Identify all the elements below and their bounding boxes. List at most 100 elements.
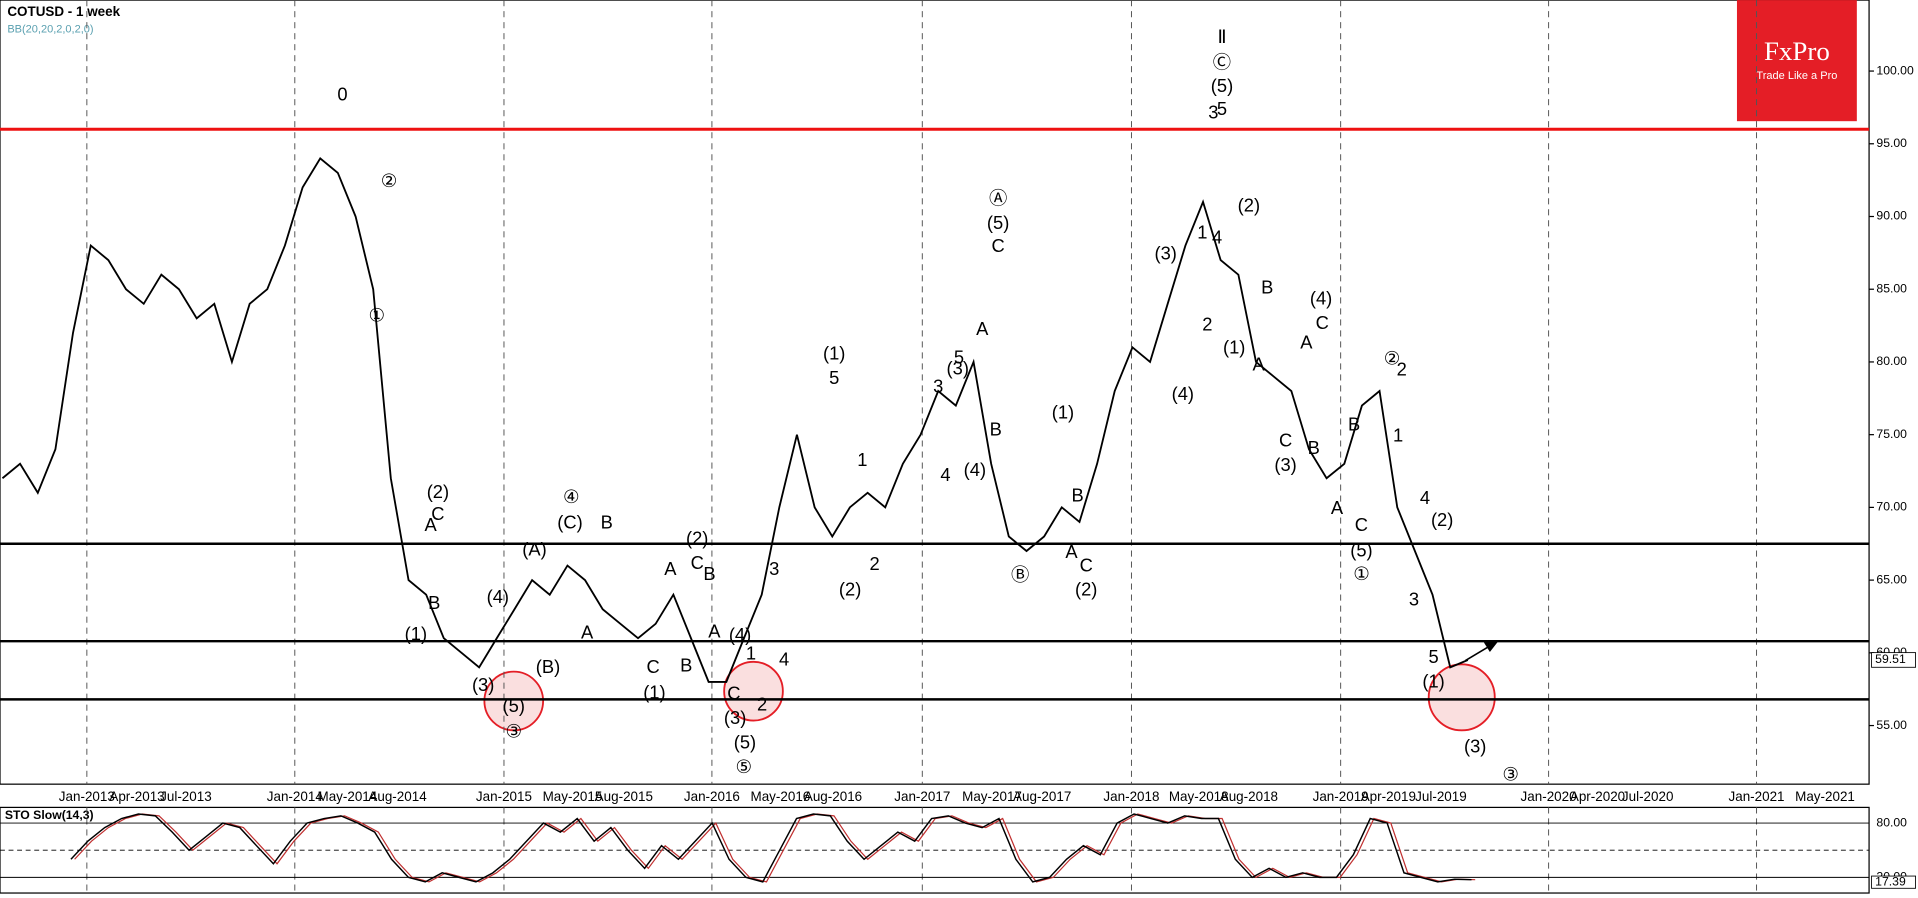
arrow-head bbox=[1483, 641, 1499, 653]
wave-label: (A) bbox=[522, 538, 546, 559]
x-tick-label: Jul-2019 bbox=[1415, 789, 1467, 804]
x-tick-label: Jan-2020 bbox=[1521, 789, 1577, 804]
wave-label: (4) bbox=[729, 624, 751, 645]
x-tick-label: Jan-2016 bbox=[684, 789, 740, 804]
y-tick-label: 90.00 bbox=[1876, 209, 1907, 223]
wave-label: 5 bbox=[1217, 98, 1227, 119]
x-tick-label: Jan-2017 bbox=[894, 789, 950, 804]
wave-label: (3) bbox=[472, 674, 494, 695]
wave-label: 4 bbox=[1420, 487, 1430, 508]
logo-slogan: Trade Like a Pro bbox=[1756, 70, 1837, 82]
wave-label: C bbox=[727, 683, 740, 704]
x-tick-label: Aug-2014 bbox=[368, 789, 427, 804]
y-tick-label: 100.00 bbox=[1876, 63, 1914, 77]
wave-label: (2) bbox=[1431, 509, 1453, 530]
wave-label: A bbox=[1253, 354, 1266, 375]
indicator-label: BB(20,20,2,0,2,0) bbox=[7, 23, 93, 35]
y-tick-label: 65.00 bbox=[1876, 572, 1907, 586]
x-tick-label: May-2017 bbox=[962, 789, 1022, 804]
wave-label: ① bbox=[369, 305, 385, 326]
wave-label: (1) bbox=[1052, 401, 1074, 422]
wave-label: 0 bbox=[337, 83, 347, 104]
wave-label: (5) bbox=[734, 732, 756, 753]
last-stoch-label: 17.39 bbox=[1875, 874, 1906, 888]
x-tick-label: Jul-2013 bbox=[160, 789, 212, 804]
wave-label: C bbox=[1080, 554, 1093, 575]
wave-label: A bbox=[581, 622, 594, 643]
wave-label: B bbox=[1348, 414, 1360, 435]
wave-label: 1 bbox=[746, 642, 756, 663]
x-tick-label: Apr-2013 bbox=[109, 789, 164, 804]
wave-label: B bbox=[703, 563, 715, 584]
wave-label: B bbox=[1308, 437, 1320, 458]
x-tick-label: May-2021 bbox=[1795, 789, 1855, 804]
price-line bbox=[1, 156, 1469, 683]
x-tick-label: Aug-2018 bbox=[1220, 789, 1278, 804]
wave-label: C bbox=[1316, 312, 1329, 333]
wave-label: A bbox=[424, 514, 437, 535]
wave-label: ③ bbox=[1502, 763, 1518, 784]
wave-label: (5) bbox=[987, 212, 1009, 233]
wave-label: 3 bbox=[769, 558, 779, 579]
wave-label: Ⅱ bbox=[1217, 26, 1226, 47]
wave-label: 2 bbox=[1202, 313, 1212, 334]
wave-label: A bbox=[1331, 497, 1344, 518]
y-tick-label: 95.00 bbox=[1876, 136, 1907, 150]
last-price-box bbox=[1871, 652, 1916, 668]
wave-label: B bbox=[601, 511, 613, 532]
y-tick-label: 80.00 bbox=[1876, 815, 1907, 829]
wave-label: (1) bbox=[405, 623, 427, 644]
wave-label: 2 bbox=[869, 553, 879, 574]
logo-text: FxPro bbox=[1764, 36, 1830, 66]
x-tick-label: May-2015 bbox=[543, 789, 603, 804]
x-tick-label: Jan-2014 bbox=[267, 789, 324, 804]
x-tick-label: Jan-2019 bbox=[1313, 789, 1369, 804]
wave-label: A bbox=[1300, 332, 1313, 353]
x-tick-label: Aug-2015 bbox=[595, 789, 653, 804]
wave-label: ④ bbox=[563, 486, 579, 507]
wave-label: (2) bbox=[427, 481, 449, 502]
wave-label: (3) bbox=[947, 357, 969, 378]
wave-label: 3 bbox=[933, 376, 943, 397]
wave-label: (1) bbox=[823, 343, 845, 364]
x-tick-label: Jul-2020 bbox=[1622, 789, 1674, 804]
x-tick-label: Aug-2017 bbox=[1013, 789, 1071, 804]
wave-label: A bbox=[1065, 541, 1078, 562]
wave-label: (2) bbox=[839, 579, 861, 600]
wave-label: Ⓐ bbox=[989, 187, 1007, 208]
wave-label: (2) bbox=[1238, 195, 1260, 216]
wave-label: 1 bbox=[1393, 425, 1403, 446]
wave-label: (4) bbox=[964, 459, 986, 480]
x-tick-label: Apr-2020 bbox=[1570, 789, 1625, 804]
wave-label: 5 bbox=[1429, 646, 1439, 667]
wave-label: (4) bbox=[1310, 288, 1332, 309]
last-stoch-box bbox=[1871, 875, 1916, 889]
wave-label: C bbox=[691, 552, 704, 573]
wave-label: A bbox=[976, 318, 989, 339]
wave-label: (1) bbox=[643, 681, 665, 702]
wave-label: C bbox=[1355, 514, 1368, 535]
wave-label: A bbox=[708, 620, 721, 641]
stochastic-title: STO Slow(14,3) bbox=[5, 808, 94, 822]
wave-label: B bbox=[428, 592, 440, 613]
wave-label: (5) bbox=[503, 695, 525, 716]
wave-label: 5 bbox=[829, 367, 839, 388]
stochastic-signal bbox=[74, 813, 1476, 883]
wave-label: (2) bbox=[1075, 579, 1097, 600]
wave-label: ① bbox=[1353, 563, 1369, 584]
x-tick-label: Jan-2013 bbox=[59, 789, 115, 804]
y-tick-label: 80.00 bbox=[1876, 354, 1907, 368]
wave-label: 4 bbox=[940, 464, 950, 485]
wave-label: (C) bbox=[557, 511, 582, 532]
y-tick-label: 85.00 bbox=[1876, 281, 1907, 295]
last-price-label: 59.51 bbox=[1875, 652, 1906, 666]
wave-label: (2) bbox=[686, 527, 708, 548]
arrow bbox=[1465, 645, 1491, 662]
wave-label: 2 bbox=[1397, 359, 1407, 380]
wave-label: 3 bbox=[1409, 589, 1419, 610]
x-tick-label: Aug-2016 bbox=[804, 789, 862, 804]
x-tick-label: Jan-2018 bbox=[1103, 789, 1159, 804]
y-tick-label: 55.00 bbox=[1876, 718, 1907, 732]
wave-label: Ⓒ bbox=[1213, 52, 1231, 73]
wave-label: (1) bbox=[1422, 670, 1444, 691]
